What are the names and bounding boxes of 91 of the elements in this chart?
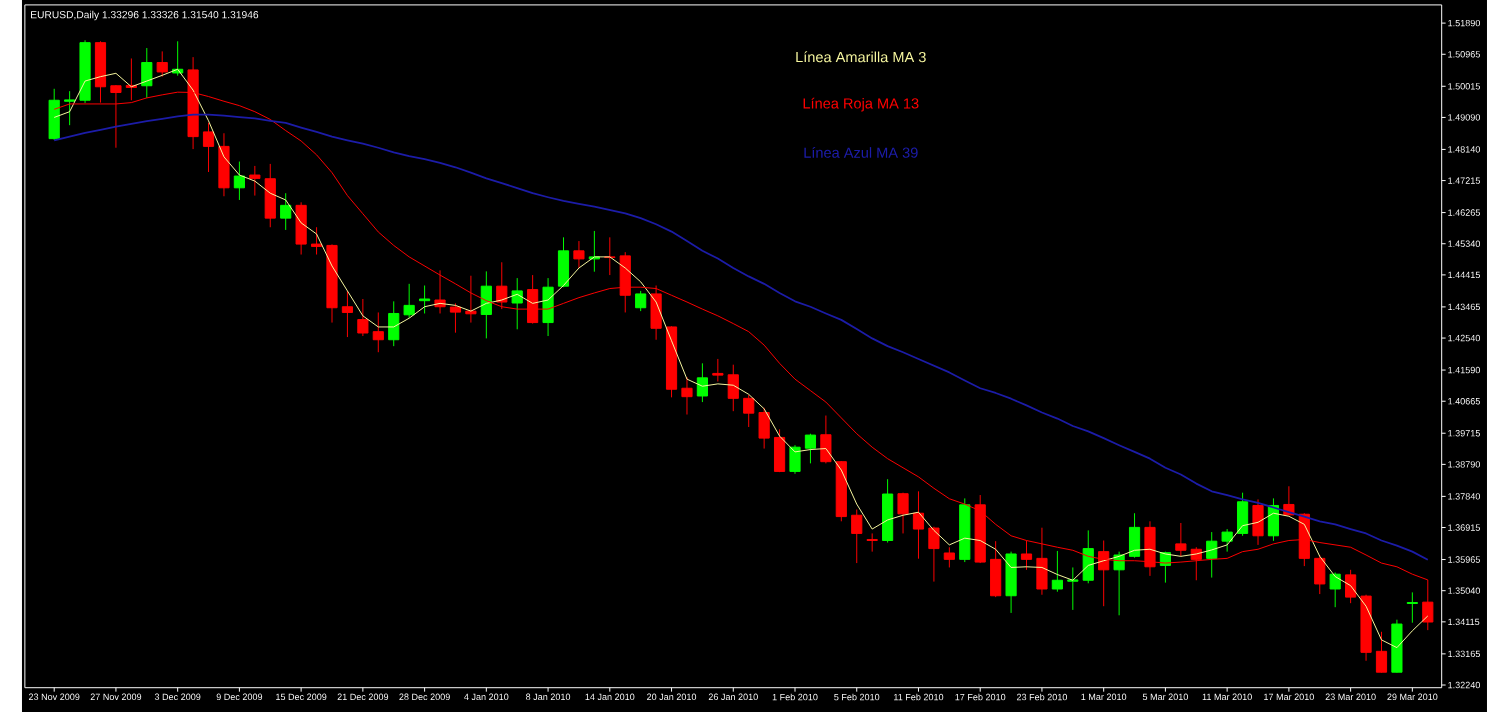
candlestick bbox=[1329, 571, 1341, 608]
y-tick-label: 1.32240 bbox=[1448, 681, 1481, 689]
candlestick bbox=[403, 283, 415, 319]
candlestick bbox=[712, 358, 724, 382]
candlestick bbox=[1345, 569, 1357, 604]
x-tick-label: 17 Mar 2010 bbox=[1264, 693, 1314, 700]
x-tick-label: 23 Feb 2010 bbox=[1016, 693, 1068, 701]
candlestick bbox=[249, 165, 261, 196]
y-tick-label: 1.42540 bbox=[1448, 334, 1481, 342]
candlestick bbox=[1175, 522, 1187, 557]
candlestick bbox=[202, 122, 215, 173]
y-tick-label: 1.44415 bbox=[1448, 271, 1480, 278]
candlestick bbox=[912, 490, 925, 560]
candlestick bbox=[866, 532, 878, 552]
candlestick bbox=[465, 275, 477, 323]
x-tick-label: 27 Nov 2009 bbox=[90, 693, 142, 700]
y-tick-label: 1.34115 bbox=[1448, 618, 1480, 625]
x-tick-label: 1 Mar 2010 bbox=[1081, 693, 1127, 700]
candlestick bbox=[743, 394, 755, 428]
x-tick-label: 8 Jan 2010 bbox=[526, 693, 571, 700]
candlestick bbox=[280, 192, 292, 231]
candlestick bbox=[1113, 550, 1125, 616]
y-tick-label: 1.39715 bbox=[1448, 429, 1480, 437]
x-tick-label: 4 Jan 2010 bbox=[464, 693, 509, 700]
x-tick-label: 5 Mar 2010 bbox=[1142, 693, 1188, 700]
candlestick bbox=[851, 508, 863, 564]
y-tick-label: 1.50965 bbox=[1448, 50, 1480, 58]
x-tick-label: 21 Dec 2009 bbox=[337, 693, 389, 700]
text: Línea Amarilla MA 3 bbox=[796, 51, 926, 63]
y-tick-label: 1.51890 bbox=[1448, 19, 1481, 27]
x-tick-label: 11 Feb 2010 bbox=[894, 693, 944, 701]
candlestick bbox=[64, 90, 76, 126]
y-tick-label: 1.46265 bbox=[1448, 209, 1480, 216]
candlestick bbox=[928, 526, 940, 582]
y-tick-label: 1.36915 bbox=[1448, 524, 1480, 531]
x-tick-label: 15 Dec 2009 bbox=[276, 693, 327, 700]
text: EURUSD,Daily 1.33296 1.33326 1.31540 1.31946 bbox=[31, 10, 259, 21]
candlestick bbox=[419, 284, 431, 314]
candlestick bbox=[141, 47, 153, 99]
y-tick-label: 1.35965 bbox=[1448, 556, 1480, 563]
y-tick-label: 1.50015 bbox=[1448, 82, 1480, 90]
x-tick-label: 1 Feb 2010 bbox=[772, 693, 818, 701]
text: Línea Roja MA 13 bbox=[803, 97, 919, 112]
x-tick-label: 29 Mar 2010 bbox=[1387, 693, 1438, 700]
candlestick bbox=[727, 364, 739, 412]
candlestick bbox=[897, 492, 909, 534]
candlestick bbox=[681, 376, 693, 415]
candlestick bbox=[310, 226, 323, 255]
x-tick-label: 23 Mar 2010 bbox=[1325, 693, 1376, 700]
x-tick-label: 3 Dec 2009 bbox=[154, 693, 201, 700]
candlestick bbox=[696, 362, 708, 403]
candlestick bbox=[233, 160, 245, 201]
y-tick-label: 1.41590 bbox=[1448, 366, 1481, 374]
y-tick-label: 1.40665 bbox=[1448, 397, 1480, 405]
candlestick bbox=[156, 50, 168, 77]
candlestick bbox=[1406, 591, 1418, 624]
x-tick-label: 5 Feb 2010 bbox=[834, 693, 880, 701]
x-tick-label: 20 Jan 2010 bbox=[647, 693, 697, 700]
x-tick-label: 17 Feb 2010 bbox=[955, 693, 1006, 701]
candlestick bbox=[511, 277, 523, 330]
candlestick bbox=[1206, 531, 1218, 578]
y-tick-label: 1.49090 bbox=[1448, 114, 1481, 121]
x-tick-label: 14 Jan 2010 bbox=[585, 693, 635, 700]
x-tick-label: 11 Mar 2010 bbox=[1202, 693, 1252, 700]
candlestick bbox=[372, 311, 384, 353]
candlestick bbox=[635, 290, 647, 312]
x-tick-label: 28 Dec 2009 bbox=[399, 693, 450, 700]
y-tick-label: 1.33165 bbox=[1448, 650, 1480, 657]
candlestick bbox=[1067, 566, 1079, 611]
candlestick bbox=[943, 546, 955, 568]
text: Línea Azul MA 39 bbox=[804, 146, 918, 158]
candlestick bbox=[1221, 528, 1233, 552]
candlestick bbox=[1375, 631, 1388, 673]
candlestick bbox=[1020, 539, 1033, 571]
y-tick-label: 1.37840 bbox=[1448, 493, 1481, 500]
y-tick-label: 1.35040 bbox=[1448, 587, 1481, 594]
y-tick-label: 1.45340 bbox=[1448, 240, 1481, 247]
candlestick bbox=[1051, 550, 1063, 593]
candlestick bbox=[449, 302, 462, 333]
y-tick-label: 1.43465 bbox=[1448, 303, 1480, 310]
y-tick-label: 1.47215 bbox=[1448, 177, 1480, 184]
candlestick bbox=[341, 290, 354, 338]
y-tick-label: 1.48140 bbox=[1448, 146, 1481, 153]
x-tick-label: 23 Nov 2009 bbox=[28, 693, 80, 700]
x-tick-label: 9 Dec 2009 bbox=[216, 693, 263, 700]
y-tick-label: 1.38790 bbox=[1448, 461, 1481, 468]
candlestick bbox=[573, 240, 585, 269]
x-tick-label: 26 Jan 2010 bbox=[708, 693, 758, 700]
candlestick bbox=[496, 261, 508, 310]
candlestick bbox=[357, 298, 369, 337]
candlestick bbox=[804, 433, 817, 464]
